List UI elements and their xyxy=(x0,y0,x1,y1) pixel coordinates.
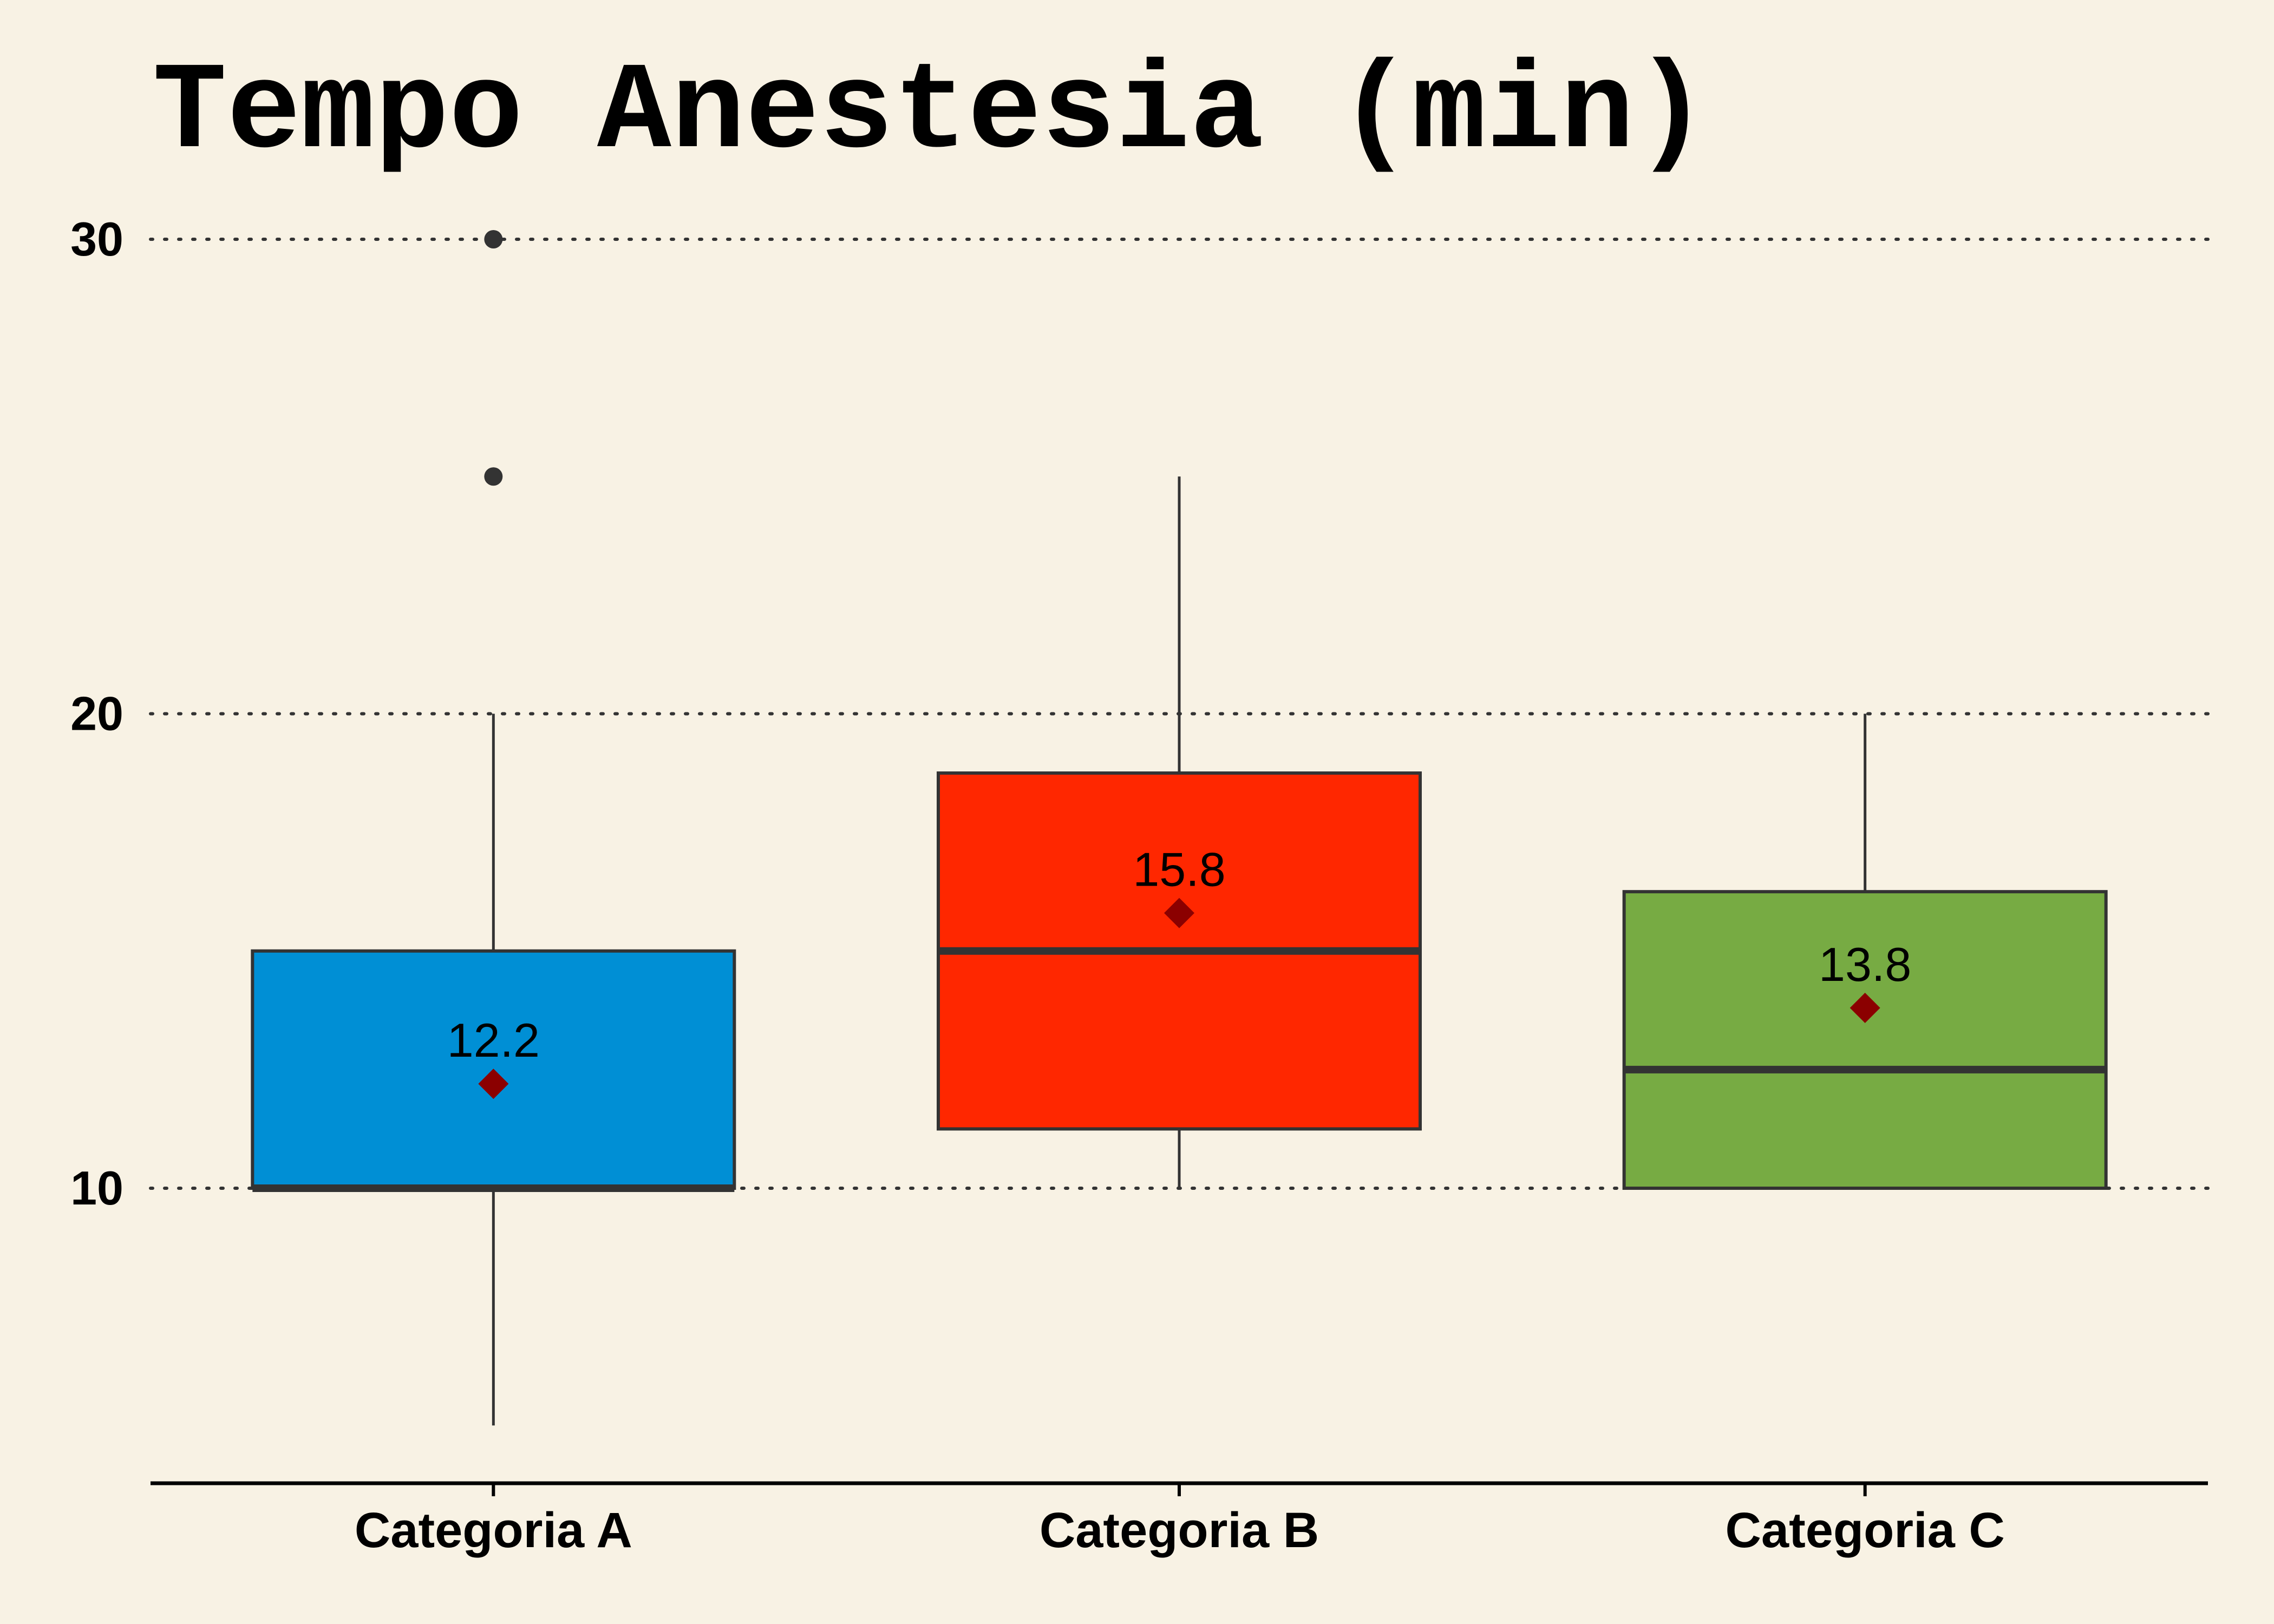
mean-marker-categoria-b xyxy=(1164,898,1194,928)
box-categoria-b: 15.8 xyxy=(937,476,1422,1188)
outlier-point-categoria-a-1 xyxy=(484,230,503,248)
y-tick-label-20: 20 xyxy=(70,687,123,741)
x-tick-label-categoria-a: Categoria A xyxy=(355,1503,632,1558)
y-tick-labels: 10 20 30 xyxy=(70,212,123,1215)
mean-label-categoria-c: 13.8 xyxy=(1819,938,1911,991)
box-categoria-c: 13.8 xyxy=(1622,713,2108,1190)
mean-marker-categoria-c xyxy=(1850,992,1880,1023)
box-layer: 12.2 15.8 13.8 xyxy=(251,230,2108,1426)
x-tick-label-categoria-b: Categoria B xyxy=(1040,1503,1319,1558)
y-tick-label-30: 30 xyxy=(70,212,123,266)
outlier-point-categoria-a-0 xyxy=(484,467,503,486)
chart-title: Tempo Anestesia (min) xyxy=(153,44,1708,184)
y-tick-label-10: 10 xyxy=(70,1161,123,1215)
mean-label-categoria-a: 12.2 xyxy=(447,1013,540,1067)
box-categoria-a: 12.2 xyxy=(251,230,736,1426)
x-tick-label-categoria-c: Categoria C xyxy=(1725,1503,2004,1558)
mean-marker-categoria-a xyxy=(478,1069,509,1099)
mean-label-categoria-b: 15.8 xyxy=(1133,843,1225,896)
x-axis: Categoria A Categoria B Categoria C xyxy=(151,1481,2208,1558)
box-body-categoria-c xyxy=(1622,890,2108,1190)
